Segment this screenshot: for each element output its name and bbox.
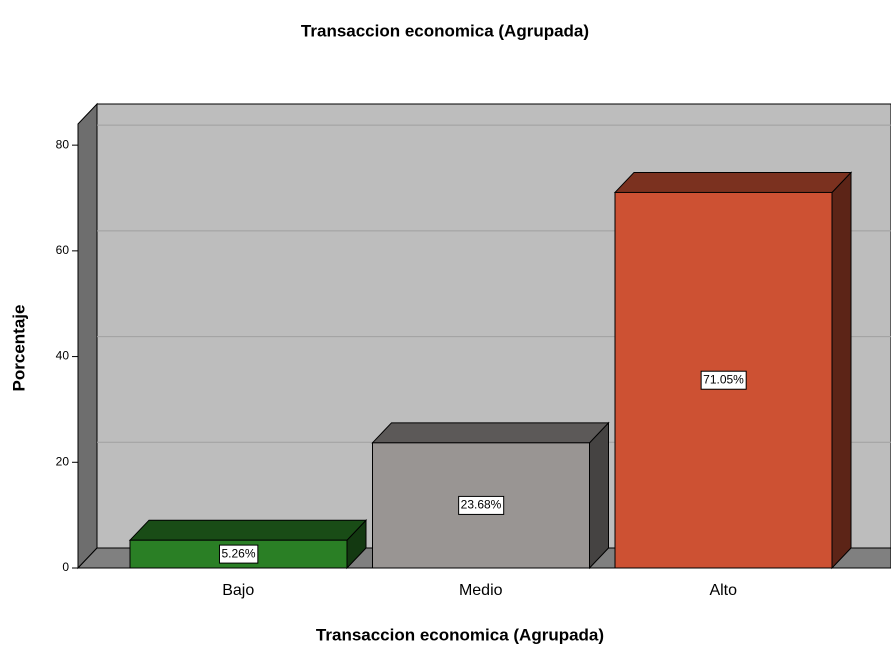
bar-side — [831, 171, 852, 570]
bar-top — [371, 422, 610, 444]
bar-top — [128, 519, 368, 541]
value-label-box — [700, 370, 747, 390]
y-tick-label: 80 — [56, 137, 70, 151]
x-tick-label: Alto — [709, 582, 737, 599]
bar-top — [613, 171, 853, 193]
bar-side — [589, 421, 609, 570]
value-label-box — [458, 495, 505, 515]
y-tick-label: 0 — [62, 560, 69, 574]
chart-title: Transaccion economica (Agrupada) — [301, 21, 589, 40]
x-tick-label: Bajo — [222, 582, 254, 599]
y-tick-label: 60 — [56, 243, 70, 257]
x-axis-title: Transaccion economica (Agrupada) — [316, 625, 604, 644]
y-axis-title: Porcentaje — [9, 305, 28, 392]
y-tick-label: 40 — [56, 349, 70, 363]
left-wall — [77, 102, 98, 570]
value-label: 71.05% — [703, 372, 744, 386]
x-tick-label: Medio — [459, 582, 503, 599]
value-label: 5.26% — [221, 546, 255, 560]
value-label-box — [218, 544, 259, 564]
value-label: 23.68% — [461, 498, 502, 512]
y-tick-label: 20 — [56, 454, 70, 468]
